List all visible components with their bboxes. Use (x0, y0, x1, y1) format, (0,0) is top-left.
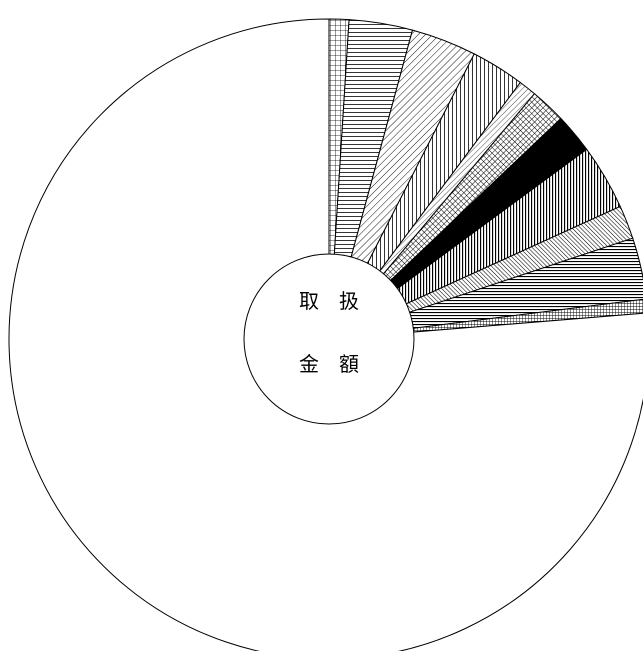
center-label-line-1: 取 扱 (299, 289, 359, 313)
center-hole (243, 253, 415, 425)
center-label-line-2: 金 額 (299, 352, 359, 376)
